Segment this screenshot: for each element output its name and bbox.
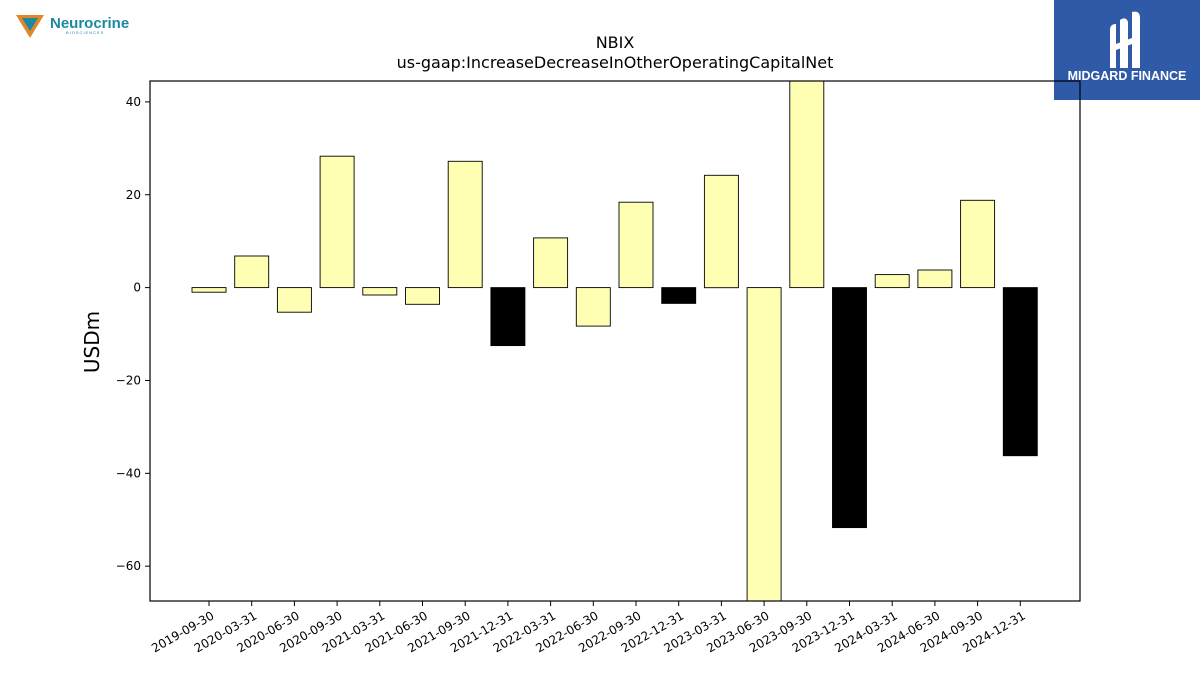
bar-2023-03-31 (703, 174, 739, 289)
y-tick-label: −60 (116, 559, 141, 573)
company-logo: Neurocrine BIOSCIENCES (14, 12, 144, 42)
bar-2020-09-30 (319, 155, 355, 289)
chart-subtitle: us-gaap:IncreaseDecreaseInOtherOperating… (397, 53, 834, 72)
y-ticks-group: 40 20 0 −20 −40 −60 (116, 95, 150, 573)
bar-2023-09-30 (789, 80, 825, 289)
bar-2024-03-31 (874, 274, 910, 289)
bar-2022-03-31 (533, 237, 569, 289)
bar-2020-06-30 (276, 287, 312, 313)
bar-2024-12-31 (1002, 287, 1038, 457)
y-tick-label: −40 (116, 466, 141, 480)
chart-title: NBIX (596, 33, 635, 52)
bar-2019-09-30 (191, 287, 227, 293)
plot-frame (149, 80, 1081, 602)
y-axis-label: USDm (80, 311, 104, 373)
y-tick-label: 40 (126, 95, 141, 109)
x-ticks-group: 2019-09-302020-03-312020-06-302020-09-30… (149, 601, 1028, 655)
bar-2023-06-30 (746, 287, 782, 602)
y-tick-label: 20 (126, 188, 141, 202)
bar-2022-09-30 (618, 201, 654, 289)
midgard-mark-icon (1110, 11, 1140, 69)
bar-2021-09-30 (447, 160, 483, 289)
logo-text: Neurocrine (50, 15, 129, 32)
bar-2022-12-31 (661, 287, 697, 304)
bars-group (191, 80, 1038, 602)
bar-2020-03-31 (234, 255, 270, 289)
bar-2024-06-30 (917, 269, 953, 289)
bar-2024-09-30 (960, 199, 996, 289)
y-tick-label: −20 (116, 373, 141, 387)
bar-2021-06-30 (405, 287, 440, 305)
bar-2021-12-31 (490, 287, 526, 347)
logo-subtext: BIOSCIENCES (66, 30, 104, 35)
bar-2021-03-31 (362, 287, 398, 296)
bar-2023-12-31 (832, 287, 867, 529)
y-tick-label: 0 (133, 281, 141, 295)
bar-2022-06-30 (575, 287, 611, 327)
midgard-finance-logo: MIDGARD FINANCE (1054, 0, 1200, 100)
midgard-logo-text: MIDGARD FINANCE (1068, 69, 1187, 83)
